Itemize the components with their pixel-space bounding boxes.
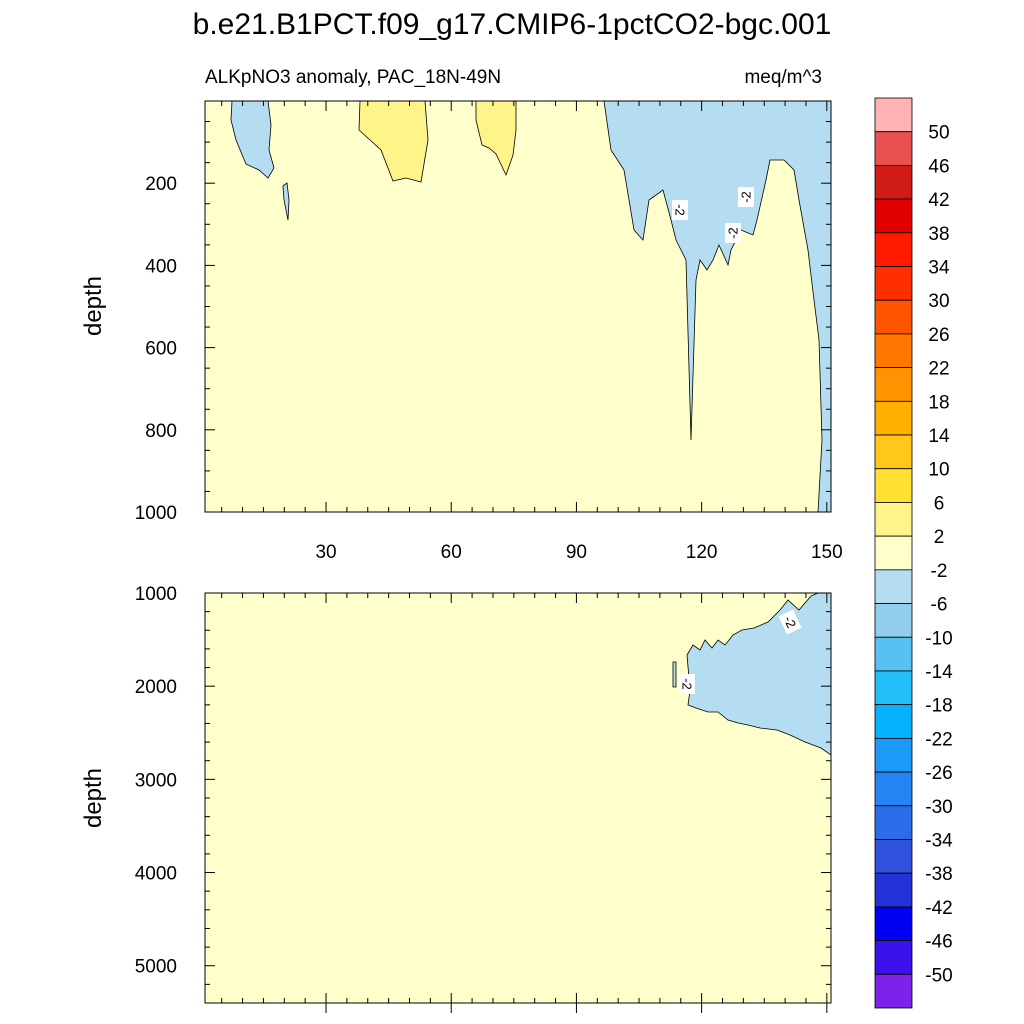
y-tick-label: 3000 xyxy=(135,770,177,791)
colorbar-label: -2 xyxy=(931,561,948,582)
colorbar-label: 38 xyxy=(928,224,949,245)
colorbar-swatch xyxy=(874,165,913,200)
colorbar-swatch xyxy=(874,839,913,874)
colorbar-swatch xyxy=(874,603,913,638)
colorbar-label: -10 xyxy=(925,628,952,649)
upper-positive-region-45 xyxy=(358,100,429,183)
colorbar-label: 46 xyxy=(928,156,949,177)
y-tick-label: 400 xyxy=(145,256,177,277)
colorbar-swatch xyxy=(874,468,913,503)
colorbar-label: -38 xyxy=(925,864,952,885)
colorbar-label: 6 xyxy=(934,493,945,514)
upper-contour-labels: -2 -2 -2 xyxy=(672,187,754,243)
lower-panel: -2 -2 1000 2000 3000 4000 5000 depth xyxy=(80,584,832,1013)
upper-shallow-left-negative-region xyxy=(230,100,275,179)
colorbar-swatch xyxy=(874,333,913,369)
colorbar-swatch xyxy=(874,805,913,840)
colorbar-swatch xyxy=(874,670,913,706)
contour-label: -2 xyxy=(739,191,754,203)
colorbar-label: 2 xyxy=(934,527,945,548)
y-tick-label: 200 xyxy=(145,174,177,195)
x-tick-label: 30 xyxy=(315,542,336,563)
colorbar-label: 42 xyxy=(928,190,949,211)
colorbar-label: 34 xyxy=(928,258,950,279)
colorbar-swatch xyxy=(874,266,913,301)
x-tick-label: 150 xyxy=(811,542,843,563)
colorbar-swatch xyxy=(874,232,913,267)
lower-negative-filament xyxy=(672,661,677,688)
colorbar-label: 18 xyxy=(928,392,949,413)
y-tick-label: 600 xyxy=(145,339,177,360)
lower-negative-region xyxy=(686,592,832,756)
contour-label: -2 xyxy=(726,227,741,239)
upper-deep-right-negative-region xyxy=(603,100,832,513)
colorbar-label: -50 xyxy=(925,965,952,986)
lower-panel-frame xyxy=(204,592,832,1004)
colorbar-label: -26 xyxy=(925,763,952,784)
contour-label: -2 xyxy=(781,614,799,631)
colorbar-label: -34 xyxy=(925,830,953,851)
x-tick-label: 60 xyxy=(441,542,462,563)
colorbar-label: 50 xyxy=(928,123,949,144)
upper-small-negative-filament xyxy=(282,182,290,221)
colorbar-label: 30 xyxy=(928,291,949,312)
colorbar-swatch xyxy=(874,299,913,335)
upper-ticks: 30 60 90 120 150 200 400 600 800 1000 xyxy=(135,100,843,563)
chart-subtitle-right: meq/m^3 xyxy=(744,67,822,88)
colorbar-label: -42 xyxy=(925,898,952,919)
contour-label: -2 xyxy=(680,678,695,690)
chart-title: b.e21.B1PCT.f09_g17.CMIP6-1pctCO2-bgc.00… xyxy=(193,8,832,41)
x-tick-label: 90 xyxy=(566,542,587,563)
colorbar-swatch xyxy=(874,569,913,604)
y-tick-label: 1000 xyxy=(135,584,177,605)
y-tick-label: 2000 xyxy=(135,677,177,698)
colorbar-label: -46 xyxy=(925,932,952,953)
contour-label: -2 xyxy=(673,204,688,216)
colorbar-label: 26 xyxy=(928,325,949,346)
y-tick-label: 4000 xyxy=(135,864,177,885)
x-tick-label: 120 xyxy=(686,542,718,563)
colorbar-label: -6 xyxy=(931,595,948,616)
y-tick-label: 800 xyxy=(145,421,177,442)
colorbar-swatch xyxy=(874,973,913,1009)
colorbar-label: 14 xyxy=(928,426,950,447)
colorbar-swatch xyxy=(874,636,913,672)
chart-subtitle-left: ALKpNO3 anomaly, PAC_18N-49N xyxy=(205,67,501,88)
colorbar-swatch xyxy=(874,535,913,571)
colorbar-label: -18 xyxy=(925,696,952,717)
colorbar-swatch xyxy=(874,704,913,739)
upper-y-axis-label: depth xyxy=(80,276,107,336)
colorbar-swatch xyxy=(874,906,913,941)
upper-panel-frame xyxy=(204,100,832,513)
colorbar-swatch xyxy=(874,367,913,402)
y-tick-label: 1000 xyxy=(135,503,177,524)
colorbar-label: -22 xyxy=(925,729,952,750)
colorbar-label: -14 xyxy=(925,662,953,683)
colorbar-label: 22 xyxy=(928,359,949,380)
lower-contour-labels: -2 -2 xyxy=(679,609,802,694)
colorbar-swatch xyxy=(874,771,913,807)
colorbar-swatch xyxy=(874,400,913,436)
lower-y-axis-label: depth xyxy=(80,768,107,828)
colorbar-swatch xyxy=(874,737,913,773)
y-tick-label: 5000 xyxy=(135,957,177,978)
colorbar-swatch xyxy=(874,502,913,537)
colorbar-swatch xyxy=(874,434,913,470)
colorbar-swatch xyxy=(874,872,913,908)
upper-positive-region-70 xyxy=(475,100,517,177)
colorbar-swatch xyxy=(874,131,913,166)
colorbar-label: -30 xyxy=(925,797,952,818)
colorbar-swatch xyxy=(874,940,913,975)
colorbar-swatch xyxy=(874,97,913,133)
colorbar-label: 10 xyxy=(928,460,949,481)
colorbar: 50 46 42 38 34 30 26 22 18 14 10 6 2 -2 -6 -10 -14 -18 -22… xyxy=(874,97,953,1009)
upper-panel: -2 -2 -2 30 60 90 120 150 200 400 600 800 1000 de… xyxy=(80,100,843,563)
colorbar-swatch xyxy=(874,198,913,234)
